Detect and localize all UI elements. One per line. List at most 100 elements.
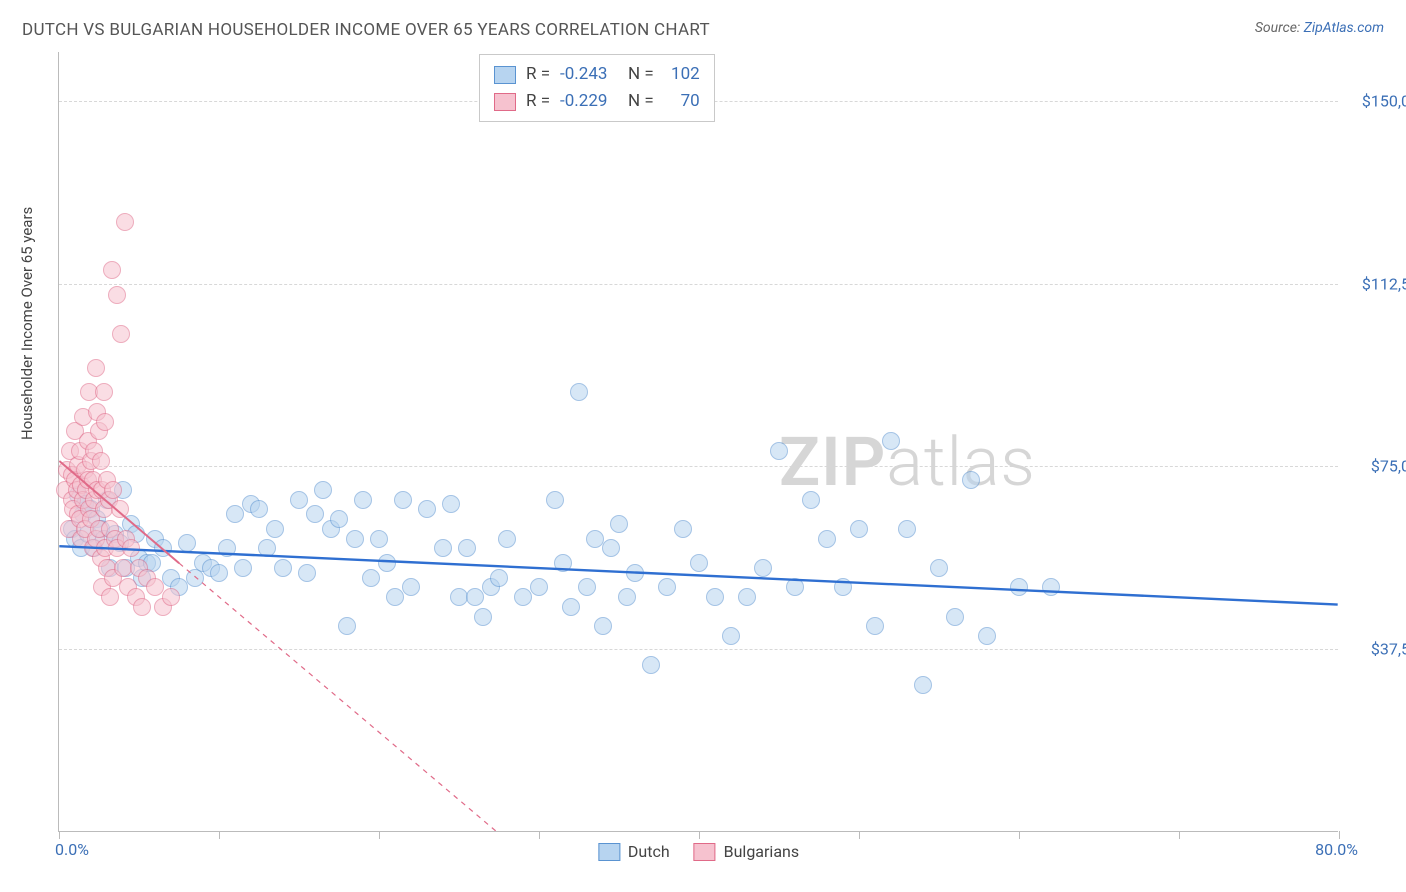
data-point (378, 554, 396, 572)
scatter-plot-area: ZIPatlas R =-0.243N =102R =-0.229N =70 0… (58, 52, 1338, 832)
data-point (738, 588, 756, 606)
data-point (116, 213, 134, 231)
r-label: R = (526, 61, 550, 88)
data-point (690, 554, 708, 572)
data-point (154, 539, 172, 557)
data-point (586, 530, 604, 548)
legend-item: Bulgarians (694, 842, 799, 861)
x-axis-max-label: 80.0% (1315, 840, 1358, 859)
gridline-h (59, 649, 1338, 650)
data-point (386, 588, 404, 606)
x-tick (59, 831, 60, 839)
gridline-h (59, 466, 1338, 467)
data-point (290, 491, 308, 509)
data-point (234, 559, 252, 577)
x-tick (1339, 831, 1340, 839)
y-tick-label: $150,000 (1348, 91, 1406, 110)
data-point (266, 520, 284, 538)
data-point (930, 559, 948, 577)
x-tick (219, 831, 220, 839)
data-point (298, 564, 316, 582)
data-point (706, 588, 724, 606)
data-point (394, 491, 412, 509)
source-credit: Source: ZipAtlas.com (1255, 20, 1384, 36)
n-label: N = (628, 88, 654, 115)
trend-lines-layer (59, 52, 1338, 831)
source-label: Source: (1255, 20, 1304, 36)
n-label: N = (628, 61, 654, 88)
data-point (554, 554, 572, 572)
legend: Dutch Bulgarians (598, 842, 799, 861)
data-point (122, 539, 140, 557)
n-value: 70 (664, 88, 700, 115)
y-tick-label: $75,000 (1348, 457, 1406, 476)
data-point (362, 569, 380, 587)
data-point (92, 452, 110, 470)
data-point (104, 481, 122, 499)
data-point (474, 608, 492, 626)
data-point (602, 539, 620, 557)
x-tick (379, 831, 380, 839)
stats-row: R =-0.243N =102 (494, 61, 700, 88)
data-point (610, 515, 628, 533)
data-point (514, 588, 532, 606)
data-point (562, 598, 580, 616)
chart-title: DUTCH VS BULGARIAN HOUSEHOLDER INCOME OV… (22, 20, 710, 40)
legend-swatch (694, 843, 716, 861)
data-point (354, 491, 372, 509)
data-point (850, 520, 868, 538)
x-tick (539, 831, 540, 839)
data-point (674, 520, 692, 538)
legend-label: Dutch (628, 842, 670, 861)
data-point (498, 530, 516, 548)
x-tick (1179, 831, 1180, 839)
data-point (578, 578, 596, 596)
x-tick (859, 831, 860, 839)
watermark: ZIPatlas (779, 422, 1036, 502)
data-point (754, 559, 772, 577)
data-point (103, 261, 121, 279)
chart-header: DUTCH VS BULGARIAN HOUSEHOLDER INCOME OV… (22, 20, 1384, 40)
source-link[interactable]: ZipAtlas.com (1304, 20, 1384, 36)
data-point (882, 432, 900, 450)
data-point (434, 539, 452, 557)
legend-item: Dutch (598, 842, 670, 861)
x-axis-min-label: 0.0% (55, 840, 89, 859)
r-value: -0.229 (560, 88, 618, 115)
data-point (330, 510, 348, 528)
data-point (658, 578, 676, 596)
data-point (946, 608, 964, 626)
data-point (250, 500, 268, 518)
data-point (626, 564, 644, 582)
data-point (133, 598, 151, 616)
data-point (338, 617, 356, 635)
data-point (402, 578, 420, 596)
data-point (314, 481, 332, 499)
data-point (618, 588, 636, 606)
data-point (802, 491, 820, 509)
data-point (490, 569, 508, 587)
data-point (370, 530, 388, 548)
data-point (274, 559, 292, 577)
data-point (546, 491, 564, 509)
data-point (346, 530, 364, 548)
y-tick-label: $37,500 (1348, 640, 1406, 659)
y-axis-label: Householder Income Over 65 years (18, 207, 36, 440)
r-label: R = (526, 88, 550, 115)
legend-label: Bulgarians (724, 842, 799, 861)
data-point (818, 530, 836, 548)
correlation-stats-box: R =-0.243N =102R = -0.229 N = 70 (479, 54, 715, 122)
data-point (978, 627, 996, 645)
data-point (111, 500, 129, 518)
data-point (87, 359, 105, 377)
data-point (95, 383, 113, 401)
watermark-atlas: atlas (886, 422, 1036, 502)
data-point (770, 442, 788, 460)
data-point (96, 413, 114, 431)
data-point (112, 325, 130, 343)
data-point (898, 520, 916, 538)
x-tick (699, 831, 700, 839)
data-point (146, 578, 164, 596)
data-point (226, 505, 244, 523)
y-tick-label: $112,500 (1348, 274, 1406, 293)
